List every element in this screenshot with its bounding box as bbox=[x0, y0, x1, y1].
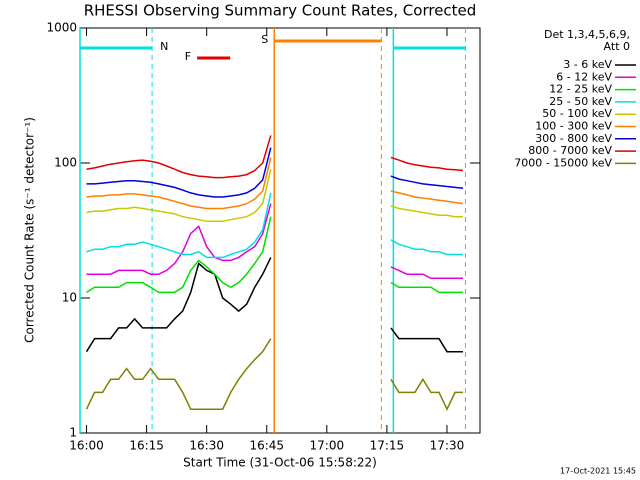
x-tick-label: 17:00 bbox=[310, 439, 345, 453]
x-tick-label: 16:30 bbox=[189, 439, 224, 453]
legend-title: Att 0 bbox=[604, 40, 630, 53]
legend-label: 7000 - 15000 keV bbox=[514, 156, 612, 169]
plot-frame bbox=[79, 27, 481, 434]
series-line bbox=[85, 338, 463, 411]
legend-label: 800 - 7000 keV bbox=[528, 144, 612, 157]
legend-label: 3 - 6 keV bbox=[563, 58, 612, 71]
x-axis-label: Start Time (31-Oct-06 15:58:22) bbox=[183, 456, 377, 470]
series-line bbox=[86, 157, 464, 210]
y-tick-label: 10 bbox=[62, 291, 77, 305]
x-tick-label: 16:00 bbox=[69, 439, 104, 453]
y-tick-label: 1000 bbox=[46, 21, 77, 35]
x-tick-label: 16:15 bbox=[129, 439, 164, 453]
footer: 17-Oct-2021 15:45 bbox=[560, 467, 636, 476]
legend-title: Det 1,3,4,5,6,9, bbox=[544, 28, 630, 41]
x-tick-label: 17:15 bbox=[370, 439, 405, 453]
series-line bbox=[86, 135, 464, 179]
series-line bbox=[86, 169, 463, 223]
band-label: N bbox=[160, 40, 168, 53]
band-label: F bbox=[185, 50, 191, 63]
chart-title: RHESSI Observing Summary Count Rates, Co… bbox=[84, 2, 477, 20]
legend-label: 12 - 25 keV bbox=[549, 83, 612, 96]
legend-label: 300 - 800 keV bbox=[535, 132, 612, 145]
series-line bbox=[86, 203, 463, 280]
legend-label: 50 - 100 keV bbox=[542, 107, 612, 120]
series-line bbox=[86, 192, 463, 259]
y-tick-label: 100 bbox=[54, 156, 77, 170]
y-axis-label: Corrected Count Rate (s⁻¹ detector⁻¹) bbox=[23, 117, 37, 343]
series-line bbox=[85, 257, 463, 353]
y-tick-label: 1 bbox=[69, 426, 77, 440]
legend-label: 25 - 50 keV bbox=[549, 95, 612, 108]
series-line bbox=[86, 147, 464, 198]
series-line bbox=[86, 216, 463, 294]
x-tick-label: 16:45 bbox=[249, 439, 284, 453]
x-tick-label: 17:30 bbox=[430, 439, 465, 453]
legend-label: 100 - 300 keV bbox=[535, 120, 612, 133]
legend-label: 6 - 12 keV bbox=[556, 70, 612, 83]
band-label: S bbox=[261, 33, 268, 46]
